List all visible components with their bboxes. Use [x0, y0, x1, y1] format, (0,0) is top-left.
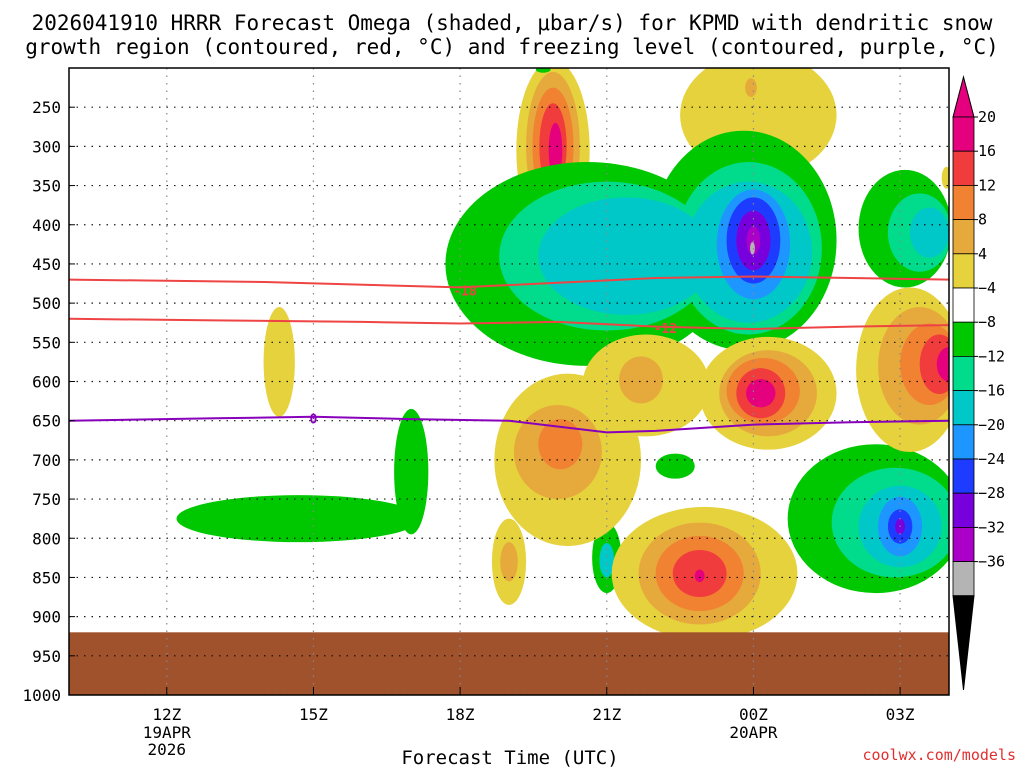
colorbar-label-2: 12 [978, 176, 996, 194]
colorbar-label-0: 20 [978, 108, 996, 126]
contour-label-freezing-level: 0 [310, 412, 318, 427]
colorbar-swatch-12 [952, 527, 975, 563]
x-tick-date-00Z: 20APR [729, 723, 778, 742]
x-tick-label-18Z: 18Z [446, 705, 475, 724]
y-tick-label-450: 450 [32, 255, 61, 274]
y-tick-label-1000: 1000 [22, 686, 61, 705]
contour-freezing-level [69, 415, 949, 434]
x-tick-label-12Z: 12Z [152, 705, 181, 724]
surface-terrain [69, 632, 949, 695]
y-tick-label-600: 600 [32, 373, 61, 392]
colorbar-swatch-0 [952, 116, 975, 152]
omega-region-39 [619, 356, 663, 404]
colorbar-label-12: −32 [978, 518, 1005, 536]
y-tick-label-550: 550 [32, 333, 61, 352]
omega-region-54 [936, 347, 949, 382]
omega-region-53 [919, 334, 949, 395]
colorbar-swatch-7 [952, 355, 975, 391]
colorbar-label-13: −36 [978, 553, 1005, 571]
colorbar-swatch-10 [952, 458, 975, 494]
chart-title-line2: growth region (contoured, red, °C) and f… [25, 35, 999, 59]
colorbar-swatch-3 [952, 219, 975, 255]
x-tick-label-00Z: 00Z [739, 705, 768, 724]
omega-region-17 [746, 226, 761, 255]
y-tick-label-350: 350 [32, 177, 61, 196]
y-tick-label-650: 650 [32, 412, 61, 431]
colorbar-swatch-8 [952, 390, 975, 426]
contour-label-dgz-minus18: -18 [453, 285, 477, 300]
omega-region-21 [909, 207, 949, 258]
x-tick-date-12Z: 19APR [143, 723, 192, 742]
x-tick-label-03Z: 03Z [886, 705, 915, 724]
colorbar-swatch-5 [952, 287, 975, 323]
contour-label-dgz-minus12: -12 [654, 322, 677, 337]
contour-lines: -18 -12 0 [69, 275, 949, 434]
contour-dgz-minus18 [69, 275, 949, 289]
omega-region-4 [548, 122, 563, 178]
omega-region-12 [538, 197, 715, 315]
omega-region-18 [750, 241, 755, 255]
omega-region-23 [394, 408, 429, 535]
y-tick-label-800: 800 [32, 529, 61, 548]
x-tick-year-12Z: 2026 [148, 740, 187, 759]
omega-region-56 [941, 166, 949, 189]
omega-region-35 [538, 419, 583, 470]
omega-region-7 [263, 307, 295, 417]
colorbar-swatch-1 [952, 150, 975, 186]
colorbar-label-7: −12 [978, 347, 1005, 365]
x-axis-title: Forecast Time (UTC) [401, 747, 618, 768]
y-axis: 250 300 350 400 450 500 550 600 650 700 750 800 850 9… [22, 98, 75, 705]
omega-region-49 [694, 569, 705, 583]
y-tick-label-750: 750 [32, 490, 61, 509]
colorbar-swatch-9 [952, 424, 975, 460]
credit-text: coolwx.com/models [862, 746, 1016, 764]
x-tick-label-15Z: 15Z [299, 705, 328, 724]
colorbar-bottom-triangle [952, 595, 975, 691]
contour-dgz-minus12 [69, 317, 949, 331]
y-tick-label-950: 950 [32, 647, 61, 666]
colorbar-swatch-2 [952, 184, 975, 220]
omega-region-22 [176, 495, 421, 543]
colorbar-swatch-4 [952, 253, 975, 289]
chart-title-line1: 2026041910 HRRR Forecast Omega (shaded, … [32, 11, 993, 35]
colorbar-swatch-13 [952, 561, 975, 597]
colorbar-label-3: 8 [978, 211, 987, 229]
colorbar-label-11: −28 [978, 484, 1005, 502]
omega-region-24 [655, 453, 695, 479]
y-tick-label-900: 900 [32, 608, 61, 627]
colorbar: 20 16 12 8 4 −4 −8 −12 −16 −20 −24 −28 −32 −36 [952, 75, 1005, 691]
colorbar-label-8: −16 [978, 382, 1005, 400]
y-tick-label-250: 250 [32, 98, 61, 117]
y-tick-label-300: 300 [32, 137, 61, 156]
omega-region-32 [599, 542, 615, 578]
colorbar-swatch-11 [952, 492, 975, 528]
colorbar-label-1: 16 [978, 142, 996, 160]
colorbar-top-triangle [952, 75, 975, 118]
omega-region-6 [745, 78, 757, 97]
colorbar-swatch-6 [952, 321, 975, 357]
y-tick-label-850: 850 [32, 568, 61, 587]
x-tick-label-21Z: 21Z [592, 705, 621, 724]
y-tick-label-700: 700 [32, 451, 61, 470]
terrain-layer [69, 632, 949, 695]
colorbar-label-4: 4 [978, 245, 987, 263]
colorbar-label-10: −24 [978, 450, 1005, 468]
colorbar-label-6: −8 [978, 313, 996, 331]
y-tick-label-500: 500 [32, 294, 61, 313]
colorbar-label-5: −4 [978, 279, 996, 297]
y-tick-label-400: 400 [32, 216, 61, 235]
omega-region-37 [500, 542, 518, 582]
omega-region-55 [535, 68, 551, 73]
colorbar-label-9: −20 [978, 416, 1005, 434]
omega-region-44 [746, 379, 776, 408]
